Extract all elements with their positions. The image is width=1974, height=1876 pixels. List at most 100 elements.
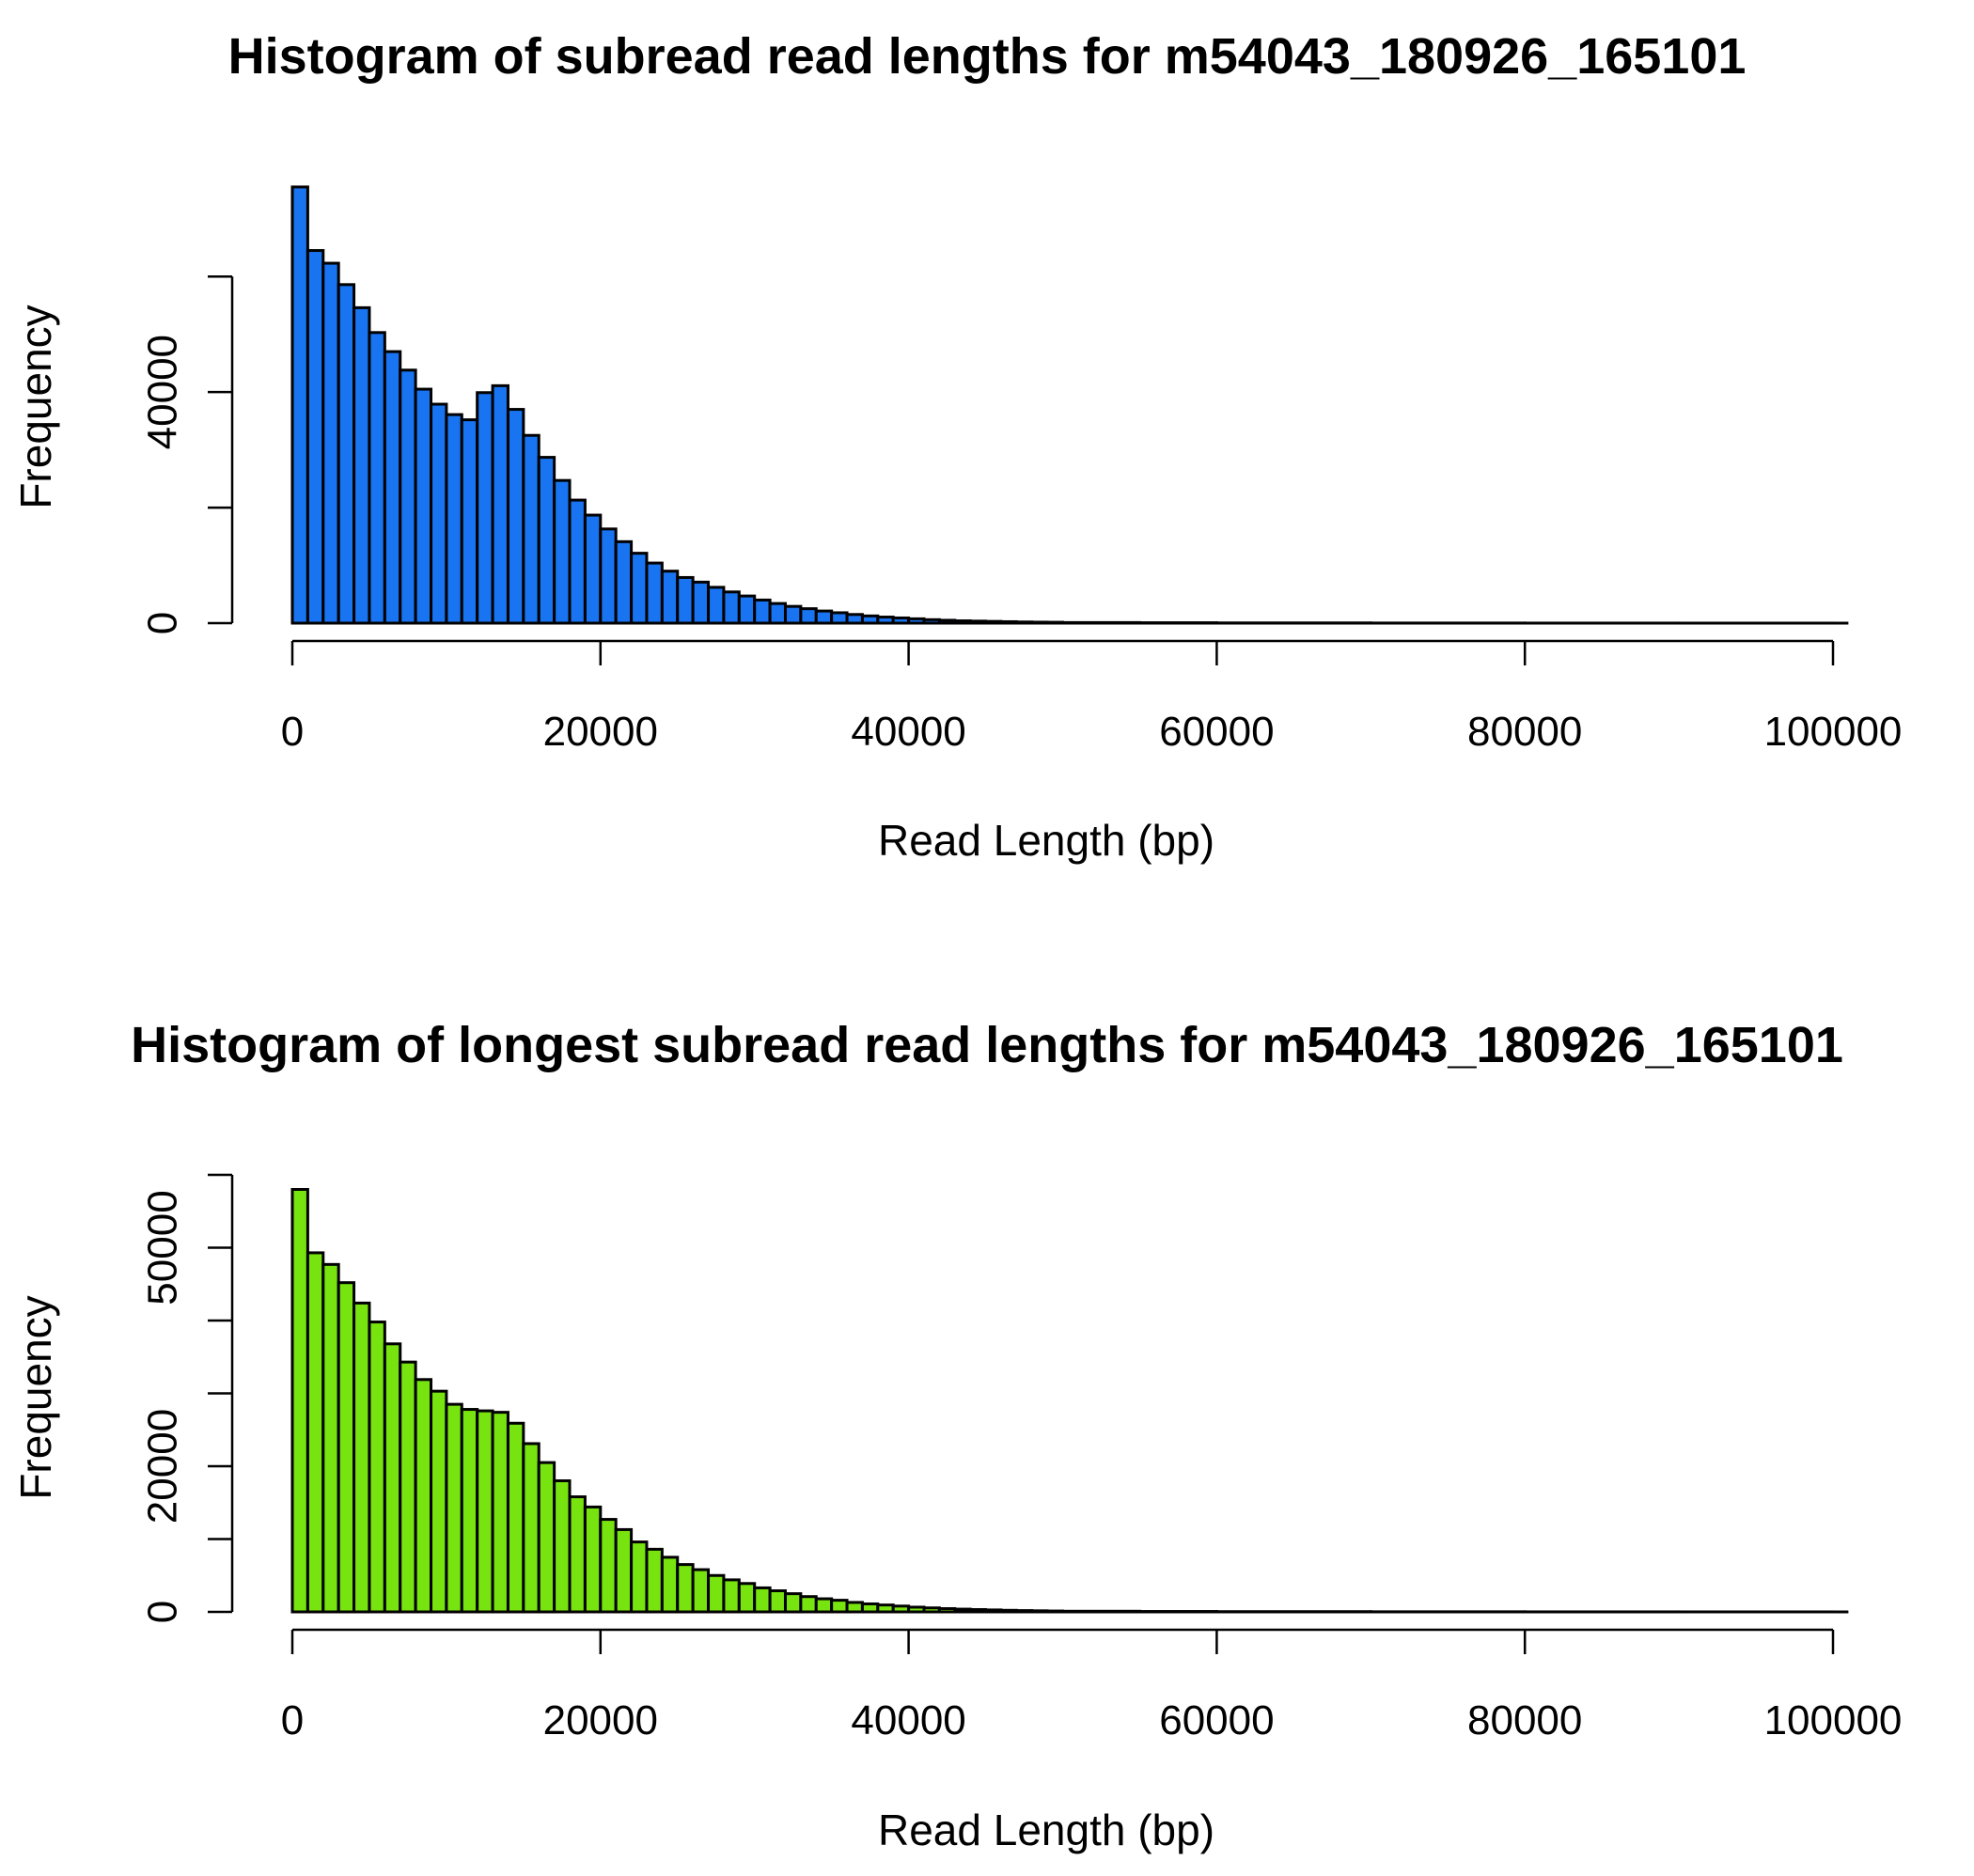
histogram-bar: [799, 607, 818, 625]
histogram-bar: [306, 249, 325, 625]
x-tick-label: 80000: [1467, 709, 1582, 755]
histogram-bar: [383, 350, 402, 625]
histogram-bar: [430, 402, 448, 625]
histogram-bar: [368, 1321, 386, 1614]
histogram-bar: [722, 590, 741, 625]
histogram-bar: [337, 283, 356, 625]
x-tick-label: 0: [281, 709, 304, 755]
histogram-bar: [445, 413, 463, 625]
histogram-bar: [799, 1595, 818, 1614]
y-axis-label: Frequency: [11, 1295, 60, 1499]
histogram-bar: [737, 594, 757, 625]
histogram-bar: [321, 1262, 340, 1614]
histogram-bar: [737, 1582, 757, 1614]
y-tick-label: 40000: [140, 335, 186, 449]
histogram-bar: [691, 580, 711, 625]
histogram-bar: [553, 1479, 572, 1614]
histogram-bar: [830, 611, 849, 625]
y-tick-label: 0: [140, 612, 186, 634]
y-tick-label: 50000: [140, 1190, 186, 1305]
histogram-bar: [553, 478, 572, 625]
histogram-bar: [630, 552, 649, 625]
histogram-bar: [352, 1301, 371, 1614]
x-tick-label: 40000: [851, 709, 965, 755]
histogram-bar: [676, 1563, 695, 1614]
histogram-bar: [707, 1573, 726, 1614]
histogram-bar: [476, 1409, 494, 1614]
histogram-bar: [753, 598, 772, 625]
x-tick-label: 0: [281, 1697, 304, 1743]
histogram-bar: [676, 575, 695, 625]
histogram-bar: [491, 383, 509, 625]
histogram-bar: [814, 1597, 834, 1614]
y-tick-label: 20000: [140, 1409, 186, 1524]
x-tick-label: 20000: [543, 709, 658, 755]
histogram-bar: [476, 391, 494, 625]
x-axis: 0 20000 40000 60000 80000 100000: [281, 639, 1903, 755]
histogram-bar: [614, 1527, 634, 1614]
histogram-bar: [383, 1342, 402, 1614]
histogram-bar: [722, 1578, 741, 1614]
histogram-bar: [414, 1378, 433, 1614]
histogram-bar: [321, 261, 340, 625]
histogram-bar: [460, 418, 479, 625]
chart-title: Histogram of subread read lengths for m5…: [228, 28, 1747, 85]
histogram-bar: [660, 570, 680, 625]
histogram-bar: [845, 1601, 864, 1614]
histogram-bar: [830, 1599, 849, 1614]
histogram-bar: [522, 433, 540, 625]
histogram-bar: [691, 1568, 711, 1614]
histogram-bar: [599, 1518, 618, 1614]
x-tick-label: 20000: [543, 1697, 658, 1743]
histogram-bar: [568, 1495, 587, 1614]
histogram-bar: [753, 1586, 772, 1614]
chart-longest-subread-lengths: Histogram of longest subread read length…: [11, 1017, 1902, 1854]
x-tick-label: 100000: [1764, 709, 1903, 755]
histogram-bar: [399, 368, 417, 625]
x-tick-label: 100000: [1764, 1697, 1903, 1743]
chart-title: Histogram of longest subread read length…: [131, 1017, 1843, 1073]
y-axis: 0 40000: [140, 274, 234, 634]
histogram-bar: [783, 1592, 803, 1614]
histogram-bar: [568, 498, 587, 625]
histogram-bar: [783, 604, 803, 625]
histogram-bar: [491, 1411, 509, 1614]
histogram-bar: [290, 185, 309, 625]
x-tick-label: 40000: [851, 1697, 965, 1743]
histogram-bar: [630, 1540, 649, 1614]
histogram-bar: [352, 305, 371, 625]
histogram-bar: [445, 1402, 463, 1614]
histogram-bar: [290, 1188, 309, 1614]
histogram-bar: [399, 1360, 417, 1614]
x-tick-label: 80000: [1467, 1697, 1582, 1743]
histogram-bar: [660, 1556, 680, 1614]
histogram-bar: [645, 1547, 664, 1614]
histogram-bar: [583, 1505, 603, 1614]
bar-group: [290, 1188, 1849, 1614]
x-tick-label: 60000: [1159, 709, 1274, 755]
histogram-bar: [814, 609, 834, 625]
x-tick-label: 60000: [1159, 1697, 1274, 1743]
histogram-bar: [645, 561, 664, 625]
x-axis-label: Read Length (bp): [878, 1806, 1214, 1854]
x-axis-label: Read Length (bp): [878, 816, 1214, 865]
y-axis: 0 20000 50000: [140, 1173, 234, 1623]
histogram-bar: [583, 513, 603, 625]
histogram-bar: [599, 527, 618, 625]
chart-subread-lengths: Histogram of subread read lengths for m5…: [11, 28, 1902, 865]
x-axis: 0 20000 40000 60000 80000 100000: [281, 1628, 1903, 1743]
histogram-bar: [460, 1408, 479, 1614]
histogram-bar: [414, 387, 433, 625]
histogram-bar: [306, 1251, 325, 1614]
histogram-bar: [506, 408, 525, 625]
histogram-bar: [337, 1281, 356, 1614]
histogram-bar: [506, 1421, 525, 1614]
histogram-bar: [768, 602, 787, 625]
histogram-bar: [768, 1589, 787, 1614]
histogram-bar: [537, 456, 556, 625]
histogram-bar: [707, 586, 726, 625]
histogram-bar: [430, 1389, 448, 1614]
y-tick-label: 0: [140, 1601, 186, 1623]
histogram-bar: [368, 331, 386, 625]
